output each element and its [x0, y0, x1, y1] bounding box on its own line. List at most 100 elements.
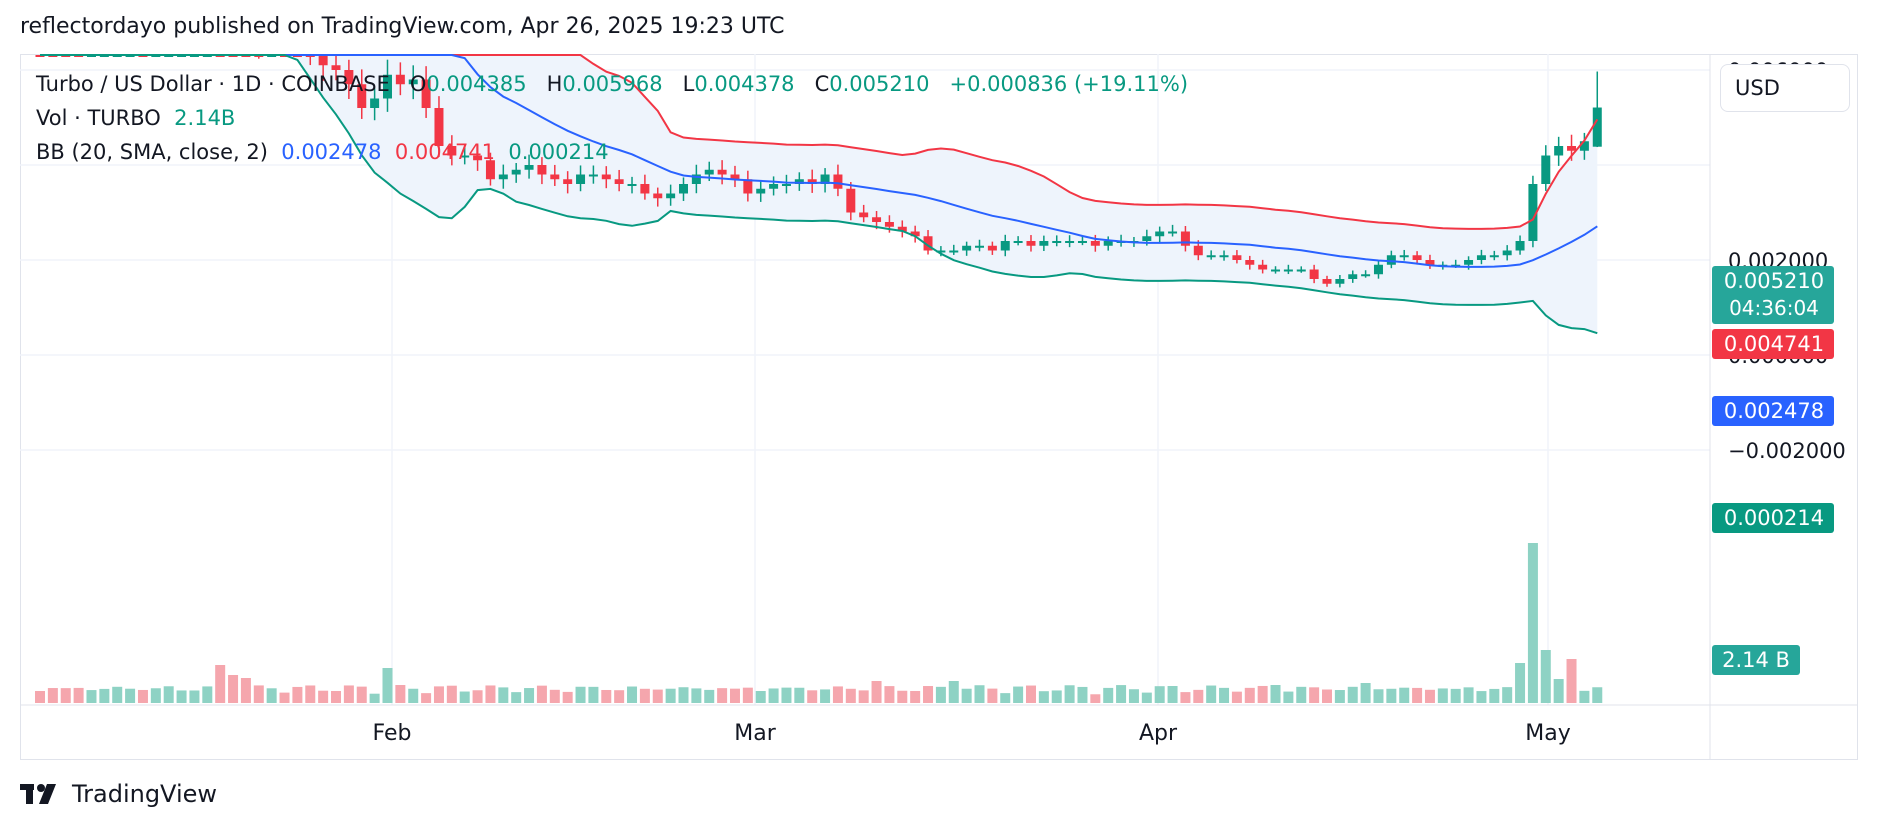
time-tick-label: Mar [734, 721, 776, 746]
candle [1579, 132, 1589, 160]
volume-bar [485, 685, 496, 703]
candle [717, 160, 727, 185]
candle-body [408, 79, 418, 85]
candle-body [1309, 269, 1319, 279]
legend-bb-lower: 0.000214 [508, 140, 609, 164]
volume-bar [639, 688, 650, 703]
volume-bar [1051, 690, 1062, 703]
volume-bar [524, 688, 535, 703]
volume-bar [1322, 689, 1332, 703]
candle [1412, 251, 1422, 265]
legend-bollinger[interactable]: BB (20, SMA, close, 2) 0.002478 0.004741… [36, 140, 609, 164]
volume-bar [652, 689, 663, 703]
volume-bar [1424, 689, 1435, 703]
candle [923, 230, 933, 255]
volume-bar [240, 678, 251, 703]
candle-body [537, 165, 547, 175]
volume-bar [73, 687, 84, 703]
candle-body [395, 74, 405, 85]
candle-body [1142, 236, 1152, 241]
candle-body [627, 184, 637, 186]
legend-close-label: C [814, 72, 830, 96]
candle [1245, 255, 1255, 270]
volume-bar [433, 686, 444, 703]
volume-bar [369, 693, 380, 703]
volume-bar [176, 690, 187, 703]
volume-bar [601, 689, 612, 703]
volume-bar [446, 685, 457, 703]
candle [833, 164, 843, 197]
chart-frame[interactable] [20, 54, 1858, 760]
legend-high: 0.005968 [562, 72, 663, 96]
candle [447, 135, 457, 166]
price-label-bg [1712, 266, 1834, 324]
candle-body [550, 174, 560, 180]
volume-bar [1437, 688, 1448, 703]
candle [1386, 250, 1396, 269]
volume-bar [472, 690, 483, 703]
volume-bar [1476, 691, 1487, 703]
time-tick-label: Apr [1139, 721, 1178, 746]
candle-body [485, 160, 495, 180]
legend-low-label: L [682, 72, 695, 96]
volume-bar [562, 691, 573, 703]
candle-body [601, 174, 611, 180]
volume-bar [292, 686, 303, 703]
price-label-bg [1712, 645, 1800, 675]
candle-body [524, 165, 534, 170]
legend-symbol[interactable]: Turbo / US Dollar · 1D · COINBASE [36, 72, 390, 96]
candle [962, 241, 972, 256]
candle [1425, 254, 1435, 269]
candle [1541, 145, 1551, 191]
candle-body [1271, 269, 1281, 272]
volume-bar [1283, 691, 1294, 703]
volume-bar [845, 688, 856, 703]
currency-selector[interactable]: USD [1720, 64, 1850, 112]
volume-bar [1141, 692, 1152, 703]
legend-volume[interactable]: Vol · TURBO 2.14B [36, 106, 235, 130]
candle [1000, 234, 1010, 257]
candle [1103, 236, 1113, 251]
volume-bar [99, 688, 110, 703]
candle-body [730, 174, 740, 180]
candle-body [1348, 274, 1358, 279]
volume-bar [150, 688, 161, 703]
candle-body [1361, 274, 1371, 277]
volume-bar [1103, 687, 1114, 703]
volume-bar [536, 685, 547, 703]
volume-bar [305, 685, 316, 703]
candle-body [820, 174, 830, 184]
candle-body [936, 250, 946, 253]
candle [1271, 266, 1281, 274]
volume-bar [1257, 685, 1268, 703]
volume-bar [1296, 686, 1307, 703]
volume-bar [1000, 693, 1011, 703]
volume-bar [807, 690, 818, 703]
volume-bar [897, 690, 908, 703]
volume-bar [627, 686, 638, 703]
candle [1335, 274, 1345, 288]
candle-body [588, 174, 598, 177]
tradingview-logo[interactable]: TradingView [20, 780, 217, 808]
legend-change: +0.000836 (+19.11%) [949, 72, 1189, 96]
price-label-bg [1712, 329, 1834, 359]
candle-body [1180, 231, 1190, 246]
candlestick-series [35, 55, 1602, 288]
candle [1013, 236, 1023, 246]
candle [331, 55, 341, 81]
candle [627, 176, 637, 194]
volume-bar [215, 665, 226, 703]
candle-body [1476, 255, 1486, 260]
candle [408, 65, 418, 100]
volume-bar [858, 690, 869, 703]
time-axis[interactable]: Feb Mar Apr May [373, 721, 1571, 746]
publish-caption: reflectordayo published on TradingView.c… [20, 14, 785, 39]
candle-body [666, 193, 676, 199]
volume-bar [86, 690, 97, 703]
price-label-volume: 2.14 B [1712, 645, 1800, 675]
volume-bar [202, 686, 213, 703]
volume-bar [382, 668, 393, 703]
candle-body [743, 179, 753, 194]
volume-bar [665, 688, 676, 703]
